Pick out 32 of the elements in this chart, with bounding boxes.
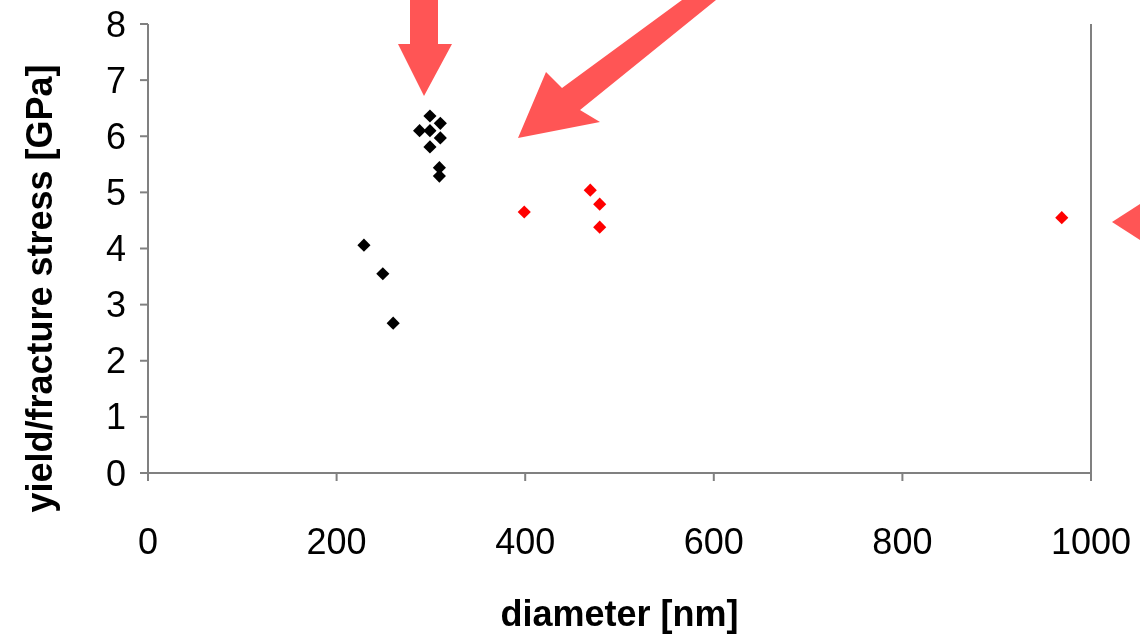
point — [593, 220, 607, 234]
point — [376, 267, 390, 281]
x-tick-label: 1000 — [1050, 521, 1132, 562]
point — [423, 109, 437, 123]
point — [423, 140, 437, 154]
y-tick-label: 7 — [105, 59, 126, 101]
y-axis-title: yield/fracture stress [GPa] — [19, 64, 60, 513]
y-tick-label: 5 — [105, 171, 126, 213]
point — [432, 169, 446, 183]
y-tick-label: 0 — [105, 452, 126, 494]
point — [423, 124, 437, 138]
x-tick-label: 400 — [495, 521, 556, 562]
x-tick-label: 800 — [872, 521, 933, 562]
point — [433, 116, 447, 130]
y-tick-label: 8 — [105, 3, 126, 45]
y-tick-label: 2 — [105, 340, 126, 382]
point — [517, 205, 531, 219]
point — [413, 124, 427, 138]
point — [1055, 211, 1069, 225]
point — [583, 183, 597, 197]
point — [357, 238, 371, 252]
y-tick-label: 4 — [105, 228, 126, 270]
y-tick-label: 3 — [105, 284, 126, 326]
x-tick-label: 200 — [306, 521, 367, 562]
y-tick-label: 6 — [105, 115, 126, 157]
point — [593, 197, 607, 211]
x-tick-label: 600 — [683, 521, 744, 562]
x-tick-label: 0 — [137, 521, 159, 562]
x-axis-title: diameter [nm] — [500, 593, 739, 634]
point — [386, 316, 400, 330]
point — [433, 131, 447, 145]
y-tick-label: 1 — [105, 396, 126, 438]
